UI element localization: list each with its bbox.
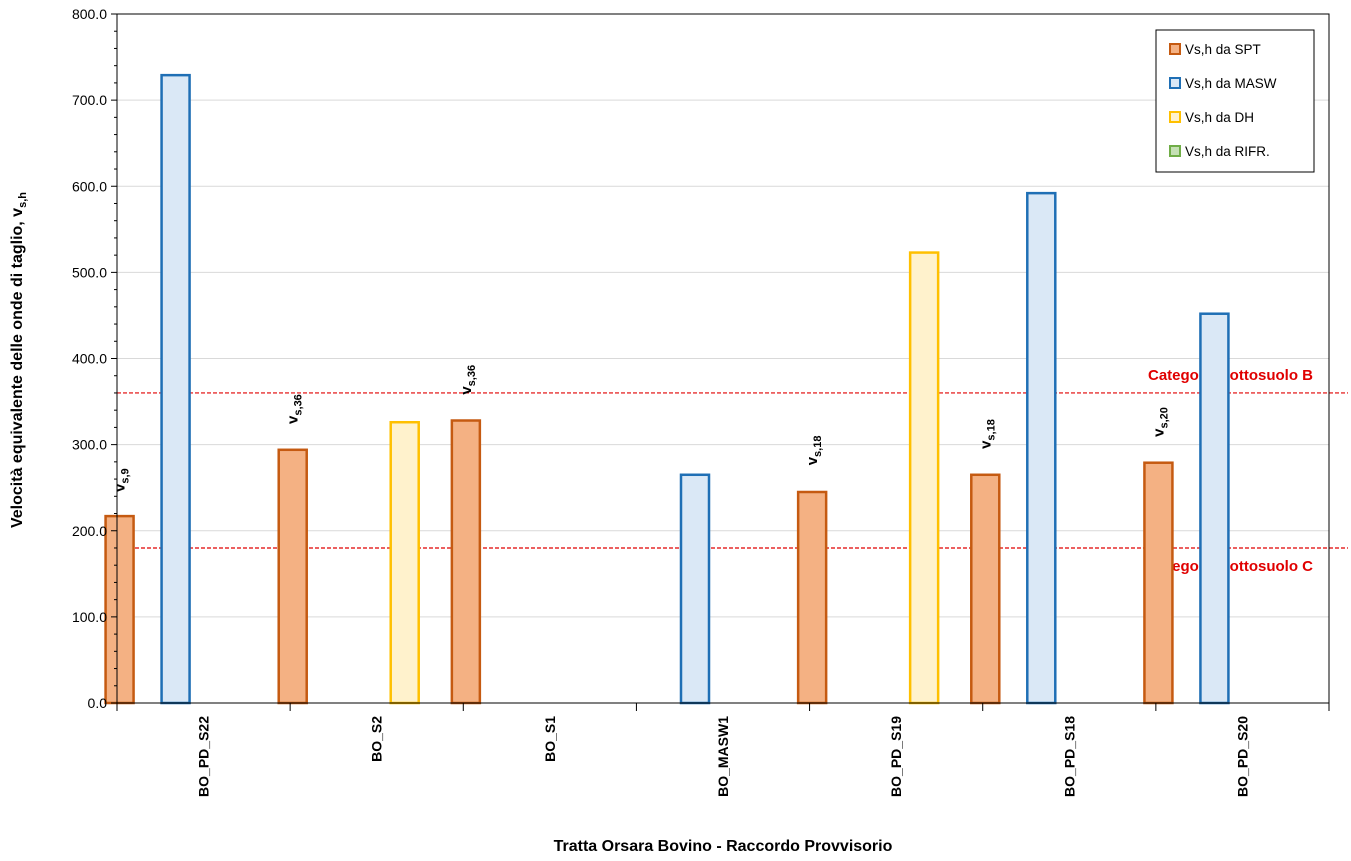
bar-annotation: vs,18: [977, 419, 997, 449]
reference-line-label: Categoria sottosuolo C: [1148, 558, 1313, 575]
gridlines: [117, 99, 1329, 618]
bar: [1143, 461, 1174, 705]
y-tick-label: 700.0: [72, 92, 107, 108]
bar: [160, 73, 191, 705]
legend-swatch: [1169, 77, 1181, 89]
y-axis-title: Velocità equivalente delle onde di tagli…: [9, 192, 29, 528]
bar: [796, 490, 828, 705]
bar-annotation: vs,36: [285, 394, 305, 424]
bar-annotation: vs,36: [458, 365, 478, 395]
axes: 0.0 100.0 200.0 300.0 400.0 500.0 600.0 700.0 80…: [72, 6, 1330, 797]
x-tick-label: BO_PD_S18: [1061, 716, 1077, 797]
legend-label: Vs,h da MASW: [1185, 76, 1277, 91]
legend-box: [1155, 29, 1315, 173]
legend-label: Vs,h da RIFR.: [1185, 144, 1270, 159]
reference-lines: Categoria sottosuolo B Categoria sottosuo…: [117, 367, 1348, 575]
legend: Vs,h da SPT Vs,h da MASW Vs,h da DH Vs,h da…: [1155, 29, 1315, 173]
y-tick-label: 200.0: [72, 523, 107, 539]
legend-label: Vs,h da SPT: [1185, 42, 1261, 57]
y-tick-label: 100.0: [72, 609, 107, 625]
y-tick-label: 300.0: [72, 437, 107, 453]
bar-annotations: vs,9 vs,36 vs,36 vs,18 vs,18 vs,20: [112, 365, 1171, 492]
bar-annotation: vs,9: [112, 468, 132, 492]
x-tick-label: BO_MASW1: [715, 716, 731, 797]
bar: [277, 448, 308, 705]
legend-swatch: [1169, 43, 1181, 55]
x-axis-title: Tratta Orsara Bovino - Raccordo Provviso…: [554, 838, 893, 855]
y-tick-label: 800.0: [72, 6, 107, 22]
bar: [1026, 191, 1057, 705]
bar: [1199, 312, 1230, 705]
y-axis-title-sub: s,h: [17, 192, 29, 208]
bar: [450, 419, 482, 705]
x-tick-label: BO_S2: [369, 716, 385, 762]
x-tick-label: BO_PD_S20: [1234, 716, 1250, 797]
legend-label: Vs,h da DH: [1185, 110, 1254, 125]
reference-line-label: Categoria sottosuolo B: [1148, 367, 1313, 384]
y-tick-label: 600.0: [72, 178, 107, 194]
x-tick-label: BO_S1: [542, 716, 558, 762]
y-axis-title-main: Velocità equivalente delle onde di tagli…: [9, 208, 26, 528]
bar-annotation: vs,18: [804, 436, 824, 466]
y-tick-label: 400.0: [72, 351, 107, 367]
x-tick-label: BO_PD_S22: [196, 716, 212, 797]
x-tick-label: BO_PD_S19: [888, 716, 904, 797]
bar: [908, 251, 940, 705]
y-tick-label: 500.0: [72, 264, 107, 280]
legend-swatch: [1169, 111, 1181, 123]
bars: [104, 73, 1230, 705]
bar: [970, 473, 1001, 705]
bar-annotation: vs,20: [1150, 407, 1170, 437]
legend-swatch: [1169, 145, 1181, 157]
y-tick-label: 0.0: [88, 695, 108, 711]
bar: [389, 420, 420, 705]
bar: [679, 473, 711, 705]
bar: [104, 514, 135, 705]
